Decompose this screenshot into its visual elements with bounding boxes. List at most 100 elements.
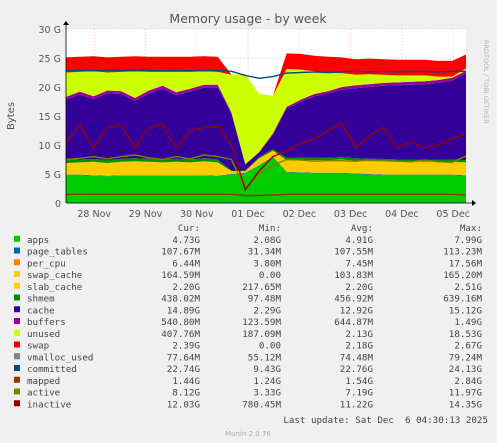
legend-min-vmalloc_used: 55.12M: [248, 352, 282, 363]
legend-swatch-buffers: [14, 318, 20, 324]
legend-cur-vmalloc_used: 77.64M: [167, 352, 201, 363]
area-apps: [66, 157, 466, 203]
legend-header-avg: Avg:: [351, 223, 373, 234]
legend-label-mapped: mapped: [27, 376, 60, 387]
legend-label-unused: unused: [27, 329, 60, 340]
legend-min-page_tables: 31.34M: [248, 247, 282, 258]
legend-avg-inactive: 11.22G: [340, 399, 373, 410]
legend-avg-swap_cache: 103.83M: [334, 270, 373, 281]
legend-swatch-cache: [14, 306, 20, 313]
legend-cur-slab_cache: 2.20G: [172, 282, 200, 293]
x-tick-label: 30 Nov: [180, 209, 214, 220]
legend-min-slab_cache: 217.65M: [242, 282, 281, 293]
legend-label-inactive: inactive: [27, 399, 71, 410]
x-tick-label: 05 Dec: [436, 209, 470, 220]
legend-cur-buffers: 540.80M: [161, 317, 200, 328]
legend-label-shmem: shmem: [27, 294, 55, 305]
legend-label-buffers: buffers: [27, 317, 66, 328]
x-tick-label: 28 Nov: [77, 209, 111, 220]
legend-avg-unused: 2.13G: [345, 329, 373, 340]
legend-max-page_tables: 113.23M: [443, 247, 482, 258]
area-cache: [66, 73, 466, 171]
y-tick-label: 15 G: [39, 112, 61, 123]
x-tick-label: 29 Nov: [129, 209, 163, 220]
legend-cur-per_cpu: 6.44M: [172, 258, 200, 269]
area-unused: [66, 68, 466, 165]
line-active: [65, 154, 467, 190]
legend-min-committed: 9.43G: [253, 364, 281, 375]
legend-avg-per_cpu: 7.45M: [345, 258, 373, 269]
legend-max-apps: 7.99G: [454, 235, 482, 246]
legend-cur-shmem: 438.02M: [161, 294, 200, 305]
x-tick-label: 03 Dec: [334, 209, 368, 220]
legend-label-page_tables: page_tables: [27, 247, 88, 258]
x-tick-label: 01 Dec: [231, 209, 265, 220]
y-tick-label: 0: [55, 199, 61, 210]
legend-min-per_cpu: 3.80M: [253, 258, 281, 269]
legend-label-swap_cache: swap_cache: [27, 270, 82, 281]
last-update: Last update: Sat Dec 6 04:30:13 2025: [283, 415, 488, 426]
legend-avg-active: 7.19G: [345, 388, 373, 399]
stacked-areas: [66, 53, 466, 203]
x-tick-label: 02 Dec: [283, 209, 317, 220]
area-shmem: [66, 149, 466, 172]
legend-swatch-page_tables: [14, 247, 20, 254]
legend-label-vmalloc_used: vmalloc_used: [27, 352, 93, 363]
y-tick-label: 10 G: [39, 141, 61, 152]
axes: 0 5 G 10 G 15 G 20 G 25 G 30 G 28 Nov 29 Nov 30 N…: [39, 21, 476, 220]
munin-version: Munin 2.0.76: [225, 430, 271, 438]
line-mapped: [66, 193, 467, 197]
legend-min-inactive: 780.45M: [242, 399, 281, 410]
legend-label-committed: committed: [27, 364, 77, 375]
legend-avg-page_tables: 107.55M: [334, 247, 373, 258]
y-axis-label: Bytes: [6, 102, 17, 130]
legend-avg-committed: 22.76G: [340, 364, 373, 375]
legend-max-slab_cache: 2.51G: [454, 282, 482, 293]
legend-cur-page_tables: 107.67M: [161, 247, 200, 258]
legend-avg-cache: 12.92G: [340, 305, 373, 316]
legend-swatch-active: [14, 388, 20, 395]
line-committed: [65, 69, 466, 80]
legend-max-unused: 18.53G: [449, 329, 482, 340]
legend-cur-unused: 407.76M: [161, 329, 200, 340]
area-swap: [66, 53, 466, 96]
legend-max-buffers: 1.49G: [454, 317, 482, 328]
legend-label-swap: swap: [27, 341, 49, 352]
legend-swatch-swap_cache: [14, 271, 20, 277]
legend-header-min: Min:: [259, 223, 281, 234]
legend-cur-committed: 22.74G: [167, 364, 200, 375]
legend-cur-cache: 14.89G: [167, 305, 200, 316]
legend-max-cache: 15.12G: [449, 305, 482, 316]
legend-swatch-mapped: [14, 376, 20, 383]
y-tick-label: 30 G: [39, 25, 61, 36]
legend-swatch-shmem: [14, 294, 20, 301]
legend-min-unused: 187.09M: [242, 329, 281, 340]
legend-cur-mapped: 1.44G: [172, 376, 200, 387]
legend-min-mapped: 1.24G: [253, 376, 281, 387]
legend-min-shmem: 97.48M: [248, 294, 282, 305]
legend-max-shmem: 639.16M: [443, 294, 482, 305]
legend-min-buffers: 123.59M: [242, 317, 281, 328]
line-inactive: [65, 122, 467, 192]
legend-min-apps: 2.08G: [253, 235, 281, 246]
legend-min-cache: 2.29G: [253, 305, 281, 316]
legend-max-swap: 2.67G: [454, 341, 482, 352]
legend-avg-swap: 2.18G: [345, 341, 373, 352]
legend-cur-active: 8.12G: [172, 388, 200, 399]
legend-cur-inactive: 12.03G: [167, 399, 200, 410]
legend-header-max: Max:: [460, 223, 482, 234]
legend-avg-slab_cache: 2.20G: [345, 282, 373, 293]
legend-max-inactive: 14.35G: [449, 399, 482, 410]
legend-min-swap_cache: 0.00: [259, 270, 281, 281]
y-tick-label: 5 G: [45, 170, 61, 181]
legend-label-slab_cache: slab_cache: [27, 282, 82, 293]
legend-swatch-inactive: [14, 400, 20, 407]
y-axis-arrow: [63, 21, 69, 25]
legend-swatch-per_cpu: [14, 259, 20, 266]
legend-max-mapped: 2.84G: [454, 376, 482, 387]
legend-max-active: 11.97G: [449, 388, 482, 399]
legend-min-active: 3.33G: [253, 388, 281, 399]
legend-label-cache: cache: [27, 305, 55, 316]
legend-swatch-unused: [14, 329, 20, 336]
